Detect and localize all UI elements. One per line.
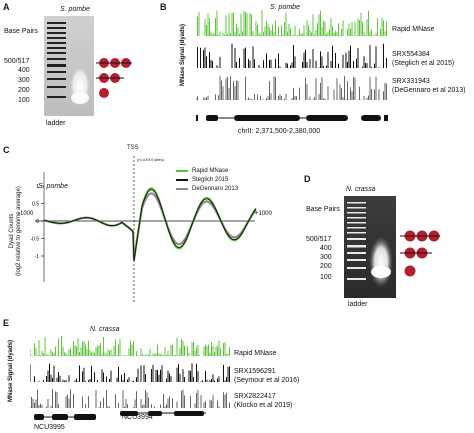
panel-d-size-500: 500/517 (306, 236, 332, 243)
panel-e-track-2-label: SRX1596291 (234, 368, 276, 375)
panel-a-gel-image (44, 16, 94, 116)
curve-steglich (43, 189, 257, 261)
panel-d-organism: N. crassa (346, 186, 376, 193)
legend-label-degennaro: DeGennaro 2013 (192, 185, 239, 192)
panel-e-track-1 (30, 336, 230, 356)
legend-item-steglich: Steglich 2015 (176, 175, 238, 184)
panel-c-x-right: +1000 (255, 211, 272, 217)
panel-c-legend: Rapid MNase Steglich 2015 DeGennaro 2013 (176, 166, 238, 193)
panel-b-track-1-label: Rapid MNase (392, 26, 435, 33)
panel-b-tracks (196, 10, 387, 100)
panel-c-organism: S. pombe (38, 183, 68, 190)
y-tick-label: -1 (35, 254, 40, 260)
panel-c-tss-label: TSS (127, 145, 139, 151)
panel-d-gel-image (344, 196, 396, 298)
panel-d-lane-label: ladder (348, 301, 368, 308)
panel-e-track-2-citation: (Seymour et al 2016) (234, 377, 300, 384)
panel-b-track-1 (196, 10, 387, 36)
panel-c-y-axis-line1: Dyad Counts (9, 213, 15, 249)
panel-c-plot: 1 0.5 0 -0.5 -1 (30, 156, 257, 302)
panel-b-track-2-label: SRX554384 (392, 51, 430, 58)
panel-b-track-3-citation: (DeGennaro et al 2013) (392, 87, 466, 94)
panel-b-gene-models (196, 115, 388, 121)
panel-b-letter: B (160, 2, 167, 12)
panel-e-track-3-label: SRX2822417 (234, 393, 276, 400)
curve-rapid-mnase (43, 187, 257, 262)
legend-label-steglich: Steglich 2015 (192, 176, 229, 183)
panel-e-organism: N. crassa (90, 326, 120, 333)
y-tick-label: -0.5 (30, 237, 39, 243)
panel-b-organism: S. pombe (270, 4, 300, 11)
panel-d-letter: D (304, 174, 311, 184)
legend-item-degennaro: DeGennaro 2013 (176, 184, 238, 193)
panel-e-track-1-label: Rapid MNase (234, 350, 277, 357)
panel-b-track-2 (197, 43, 387, 68)
panel-e-tracks (30, 336, 230, 408)
panel-a-size-400: 400 (18, 67, 30, 74)
panel-b-track-2-citation: (Steglich et al 2015) (392, 60, 455, 67)
panel-a-size-200: 200 (18, 87, 30, 94)
panel-a-size-100: 100 (18, 97, 30, 104)
panel-b-y-axis-title: MNase Signal (dyads) (180, 24, 186, 87)
panel-d-size-400: 400 (320, 245, 332, 252)
panel-a-size-500: 500/517 (4, 58, 30, 65)
legend-label-rapid: Rapid MNase (192, 167, 229, 174)
panel-d-axis-title: Base Pairs (306, 206, 340, 213)
panel-c-y-axis-line2: (log2 relative to genome average) (16, 186, 22, 276)
legend-swatch-steglich (176, 178, 188, 181)
panel-b-coordinate: chrII: 2,371,500-2,380,000 (238, 128, 321, 135)
curve-degennaro (43, 192, 257, 260)
panel-c-y-axis-title: Dyad Counts (log2 relative to genome ave… (9, 181, 23, 281)
legend-swatch-rapid (176, 169, 188, 172)
panel-e-track-2 (30, 363, 230, 382)
panel-d-size-200: 200 (320, 263, 332, 270)
y-tick-label: 0 (36, 219, 39, 225)
y-tick-label: 1 (36, 184, 39, 190)
panel-a-letter: A (3, 2, 10, 12)
panel-e-y-axis-title: MNase Signal (dyads) (8, 340, 14, 403)
legend-swatch-degennaro (176, 187, 188, 190)
panel-d-size-100: 100 (320, 274, 332, 281)
panel-e-track-3-citation: (Klocko et al 2019) (234, 402, 293, 409)
panel-b-track-3 (196, 75, 387, 100)
panel-c-n-sites: (n=1XXX sites) (137, 157, 164, 162)
panel-d-nucleosome-icon (400, 230, 440, 277)
panel-b-track-3-label: SRX331943 (392, 78, 430, 85)
panel-e-gene-2: NCU3994 (122, 414, 153, 421)
panel-c-x-left: -1000 (18, 211, 34, 217)
legend-item-rapid: Rapid MNase (176, 166, 238, 175)
panel-d-size-300: 300 (320, 254, 332, 261)
panel-a-organism: S. pombe (60, 6, 90, 13)
panel-e-track-3 (30, 389, 230, 408)
panel-e-letter: E (3, 318, 10, 328)
y-tick-label: 0.5 (32, 202, 39, 208)
panel-a-size-300: 300 (18, 77, 30, 84)
panel-a-lane-label: ladder (46, 120, 66, 127)
panel-a-nucleosome-icon (96, 58, 132, 98)
panel-a-axis-title: Base Pairs (4, 28, 38, 35)
panel-e-gene-1: NCU3995 (34, 424, 65, 431)
panel-c-letter: C (3, 145, 10, 155)
panel-e-gene-models (34, 411, 206, 420)
